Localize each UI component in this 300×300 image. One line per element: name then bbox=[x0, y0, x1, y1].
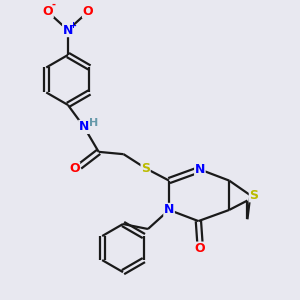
Text: S: S bbox=[141, 162, 150, 175]
Text: H: H bbox=[89, 118, 98, 128]
Text: -: - bbox=[52, 0, 56, 10]
Text: N: N bbox=[195, 163, 205, 176]
Text: O: O bbox=[82, 4, 93, 17]
Text: O: O bbox=[195, 242, 205, 255]
Text: O: O bbox=[43, 4, 53, 17]
Text: S: S bbox=[249, 189, 258, 202]
Text: N: N bbox=[63, 24, 73, 37]
Text: N: N bbox=[79, 120, 89, 134]
Text: +: + bbox=[69, 21, 76, 30]
Text: O: O bbox=[69, 162, 80, 176]
Text: N: N bbox=[164, 203, 174, 216]
